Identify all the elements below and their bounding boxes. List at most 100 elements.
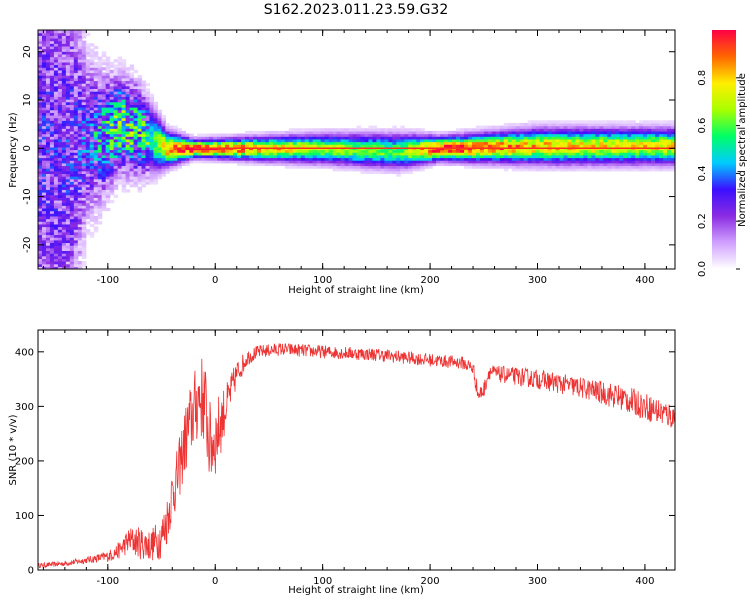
heatmap-cell [73, 247, 79, 252]
heatmap-cell [93, 191, 99, 196]
heatmap-cell [659, 128, 664, 132]
heatmap-cell [121, 104, 127, 108]
heatmap-cell [348, 157, 354, 161]
heatmap-cell [308, 154, 314, 159]
heatmap-cell [38, 32, 43, 36]
heatmap-cell [225, 144, 230, 148]
heatmap-cell [41, 83, 47, 87]
heatmap-cell [73, 178, 79, 182]
heatmap-cell [113, 101, 119, 105]
heatmap-cell [57, 128, 63, 132]
heatmap-cell [77, 40, 83, 44]
heatmap-cell [77, 199, 83, 204]
heatmap-cell [527, 120, 533, 124]
heatmap-cell [45, 186, 51, 190]
heatmap-cell [460, 160, 465, 164]
heatmap-cell [77, 197, 83, 201]
heatmap-cell [523, 157, 529, 161]
heatmap-cell [97, 178, 103, 182]
heatmap-cell [133, 160, 139, 164]
heatmap-cell [65, 242, 71, 246]
heatmap-cell [543, 120, 549, 124]
heatmap-cell [149, 101, 155, 105]
heatmap-cell [117, 154, 123, 159]
heatmap-cell [69, 114, 75, 119]
heatmap-cell [57, 101, 63, 105]
heatmap-cell [336, 136, 342, 140]
heatmap-cell [312, 165, 318, 169]
heatmap-cell [129, 125, 135, 129]
heatmap-cell [567, 157, 573, 161]
heatmap-cell [38, 128, 43, 132]
heatmap-cell [527, 141, 533, 145]
heatmap-cell [173, 157, 178, 161]
heatmap-cell [101, 83, 107, 87]
heatmap-cell [57, 250, 63, 254]
heatmap-cell [627, 165, 632, 169]
heatmap-cell [296, 133, 302, 137]
heatmap-cell [599, 136, 604, 140]
heatmap-cell [659, 149, 664, 153]
heatmap-cell [360, 168, 366, 172]
heatmap-cell [97, 146, 103, 151]
heatmap-cell [157, 136, 163, 140]
heatmap-cell [268, 152, 274, 156]
heatmap-cell [432, 141, 437, 145]
heatmap-cell [41, 250, 47, 254]
heatmap-cell [97, 191, 103, 196]
heatmap-cell [65, 80, 71, 84]
heatmap-cell [332, 152, 338, 156]
heatmap-cell [547, 144, 553, 148]
heatmap-cell [579, 157, 585, 161]
heatmap-cell [65, 223, 71, 228]
heatmap-cell [69, 160, 75, 164]
heatmap-cell [467, 154, 473, 159]
heatmap-cell [475, 125, 481, 129]
heatmap-cell [169, 165, 174, 169]
heatmap-cell [133, 138, 139, 143]
heatmap-cell [607, 152, 612, 156]
heatmap-cell [591, 157, 596, 161]
heatmap-cell [547, 154, 553, 159]
heatmap-cell [38, 189, 43, 193]
heatmap-cell [113, 157, 119, 161]
heatmap-cell [105, 59, 111, 63]
heatmap-cell [424, 165, 429, 169]
heatmap-cell [161, 117, 166, 121]
heatmap-cell [380, 154, 385, 159]
heatmap-cell [49, 210, 55, 214]
heatmap-cell [471, 138, 477, 143]
heatmap-cell [61, 170, 67, 174]
heatmap-cell [575, 136, 581, 140]
heatmap-cell [38, 184, 43, 188]
heatmap-cell [647, 162, 652, 167]
heatmap-cell [121, 189, 127, 193]
heatmap-cell [304, 128, 310, 132]
heatmap-cell [165, 152, 170, 156]
heatmap-cell [173, 130, 178, 135]
heatmap-cell [93, 109, 99, 113]
heatmap-cell [245, 141, 250, 145]
heatmap-cell [149, 146, 155, 151]
heatmap-cell [659, 120, 664, 124]
heatmap-cell [539, 125, 545, 129]
heatmap-cell [400, 125, 405, 129]
heatmap-cell [547, 157, 553, 161]
heatmap-cell [559, 136, 565, 140]
heatmap-cell [404, 133, 409, 137]
heatmap-cell [551, 133, 557, 137]
heatmap-cell [527, 136, 533, 140]
heatmap-cell [595, 133, 600, 137]
heatmap-cell [97, 162, 103, 167]
heatmap-cell [101, 186, 107, 190]
heatmap-cell [97, 91, 103, 95]
heatmap-cell [213, 133, 218, 137]
heatmap-cell [157, 125, 163, 129]
heatmap-cell [45, 61, 51, 66]
heatmap-cell [125, 93, 131, 97]
spectrogram-x-ticks: -100 0 100 200 300 400 [42, 30, 667, 286]
heatmap-cell [575, 130, 581, 135]
heatmap-cell [340, 136, 346, 140]
heatmap-cell [555, 136, 561, 140]
